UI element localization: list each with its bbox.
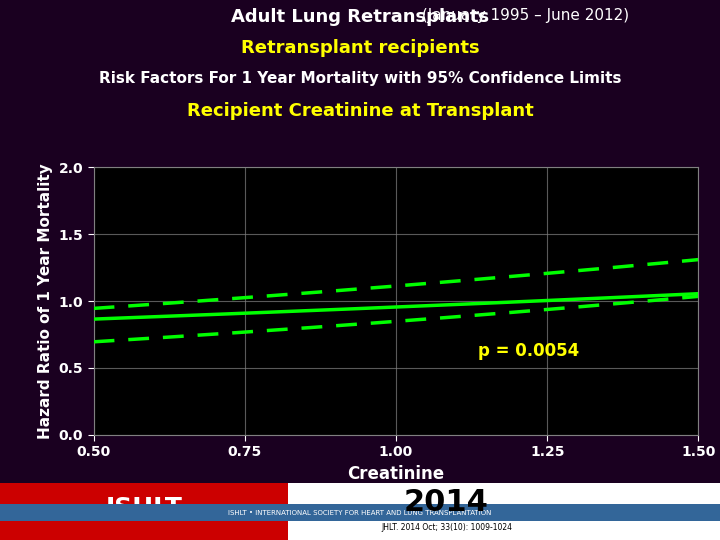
Text: p = 0.0054: p = 0.0054: [478, 341, 580, 360]
Text: 2014: 2014: [404, 488, 489, 517]
FancyBboxPatch shape: [0, 483, 288, 540]
Text: ISHLT: ISHLT: [106, 496, 182, 520]
Text: Adult Lung Retransplants: Adult Lung Retransplants: [231, 8, 489, 26]
Text: Recipient Creatinine at Transplant: Recipient Creatinine at Transplant: [186, 102, 534, 120]
FancyBboxPatch shape: [288, 483, 720, 540]
X-axis label: Creatinine: Creatinine: [348, 465, 444, 483]
Text: ISHLT • INTERNATIONAL SOCIETY FOR HEART AND LUNG TRANSPLANTATION: ISHLT • INTERNATIONAL SOCIETY FOR HEART …: [228, 510, 492, 516]
Text: Retransplant recipients: Retransplant recipients: [240, 39, 480, 57]
Text: JHLT. 2014 Oct; 33(10): 1009-1024: JHLT. 2014 Oct; 33(10): 1009-1024: [381, 523, 512, 532]
Y-axis label: Hazard Ratio of 1 Year Mortality: Hazard Ratio of 1 Year Mortality: [38, 163, 53, 439]
FancyBboxPatch shape: [0, 504, 720, 521]
Text: (January 1995 – June 2012): (January 1995 – June 2012): [418, 8, 629, 23]
Text: Risk Factors For 1 Year Mortality with 95% Confidence Limits: Risk Factors For 1 Year Mortality with 9…: [99, 71, 621, 86]
